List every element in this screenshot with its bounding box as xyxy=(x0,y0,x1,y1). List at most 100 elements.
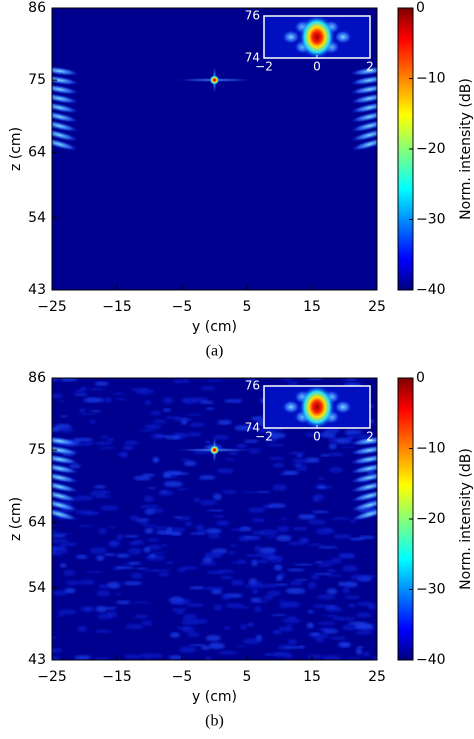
speckle xyxy=(227,451,239,456)
speckle xyxy=(200,645,211,650)
speckle xyxy=(326,569,337,573)
speckle xyxy=(158,489,174,497)
speckle xyxy=(328,436,337,443)
speckle xyxy=(130,572,143,579)
speckle xyxy=(306,378,324,381)
speckle xyxy=(217,569,235,574)
speckle xyxy=(270,652,289,656)
speckle xyxy=(122,444,134,451)
speckle xyxy=(287,541,305,546)
speckle xyxy=(317,621,337,626)
speckle xyxy=(74,389,86,393)
side-patch xyxy=(52,128,79,142)
speckle xyxy=(83,397,104,403)
x-tick-label: 5 xyxy=(243,669,252,685)
speckle xyxy=(163,481,183,488)
speckle xyxy=(57,613,65,617)
caption: (a) xyxy=(206,343,224,360)
speckle xyxy=(345,656,361,660)
speckle xyxy=(147,487,157,490)
caption: (b) xyxy=(205,713,224,730)
speckle xyxy=(139,504,159,509)
speckle xyxy=(195,524,204,531)
y-tick-label: 43 xyxy=(28,282,46,298)
speckle xyxy=(103,553,116,557)
speckle xyxy=(181,619,199,626)
x-tick-label: −15 xyxy=(102,669,132,685)
y-tick-label: 54 xyxy=(28,210,46,226)
speckle xyxy=(267,503,287,508)
speckle xyxy=(96,590,111,597)
speckle xyxy=(367,603,376,611)
speckle xyxy=(355,630,373,636)
speckle xyxy=(102,397,113,403)
speckle xyxy=(316,594,336,600)
speckle xyxy=(347,603,356,608)
speckle xyxy=(276,534,292,542)
side-patch xyxy=(350,110,377,123)
speckle xyxy=(326,574,344,578)
speckle xyxy=(168,655,183,660)
speckle xyxy=(328,604,338,610)
speckle xyxy=(338,553,356,559)
speckle xyxy=(265,535,278,539)
x-axis-label: y (cm) xyxy=(192,689,237,705)
speckle xyxy=(207,533,221,539)
speckle xyxy=(314,560,324,564)
speckle xyxy=(344,429,363,435)
side-patch xyxy=(349,84,377,95)
speckle xyxy=(230,544,237,547)
speckle xyxy=(176,487,189,491)
speckle xyxy=(206,379,224,382)
side-patch xyxy=(52,110,79,123)
speckle xyxy=(165,435,182,440)
speckle xyxy=(125,623,144,630)
speckle xyxy=(77,625,88,633)
side-patch xyxy=(350,119,377,133)
speckle xyxy=(63,569,75,576)
speckle xyxy=(276,575,283,581)
speckle xyxy=(315,527,335,535)
speckle xyxy=(280,517,288,520)
speckle xyxy=(89,419,97,424)
speckle xyxy=(185,603,205,608)
inset-x-tick-label: 2 xyxy=(366,430,374,444)
speckle xyxy=(340,378,360,382)
speckle xyxy=(322,560,343,564)
side-patch xyxy=(349,75,377,86)
speckle xyxy=(211,553,224,556)
side-patch xyxy=(52,93,80,104)
speckle xyxy=(75,554,88,559)
side-patch xyxy=(52,84,80,95)
speckle xyxy=(307,654,322,660)
speckle xyxy=(312,495,320,503)
y-tick-label: 64 xyxy=(28,144,46,160)
focus xyxy=(209,75,220,85)
speckle xyxy=(52,530,60,534)
speckle xyxy=(60,415,68,418)
speckle xyxy=(124,654,143,659)
speckle xyxy=(279,472,298,475)
speckle xyxy=(322,655,342,660)
speckle xyxy=(213,604,223,611)
inset-y-tick-label: 74 xyxy=(245,421,260,435)
speckle xyxy=(298,645,306,649)
speckle xyxy=(184,521,193,527)
speckle xyxy=(96,555,105,561)
speckle xyxy=(173,516,182,519)
colorbar-tick-label: −20 xyxy=(416,141,446,157)
speckle xyxy=(289,580,303,586)
side-patch xyxy=(349,454,377,465)
speckle xyxy=(80,606,96,612)
speckle xyxy=(60,378,78,382)
inset-lobe xyxy=(282,400,300,414)
speckle xyxy=(124,440,140,446)
speckle xyxy=(93,657,110,660)
x-tick-label: −25 xyxy=(37,669,67,685)
speckle xyxy=(109,540,121,547)
speckle xyxy=(86,497,94,500)
speckle xyxy=(212,434,229,440)
plot-frame xyxy=(51,377,378,661)
focus xyxy=(209,445,220,455)
speckle xyxy=(179,458,192,462)
